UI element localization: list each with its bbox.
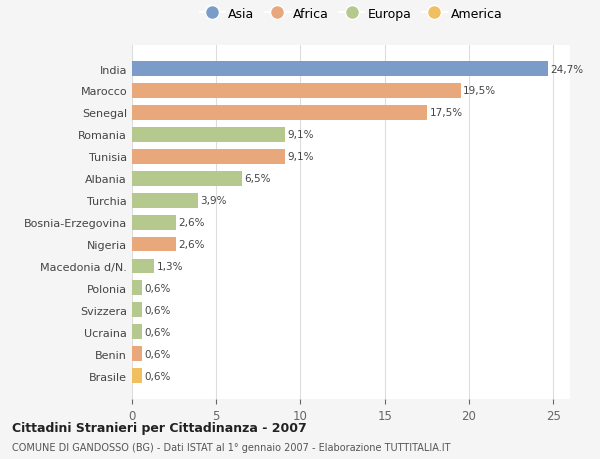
Bar [132,62,548,77]
Bar [132,259,154,274]
Bar [132,171,241,186]
Text: 9,1%: 9,1% [288,130,314,140]
Text: 3,9%: 3,9% [200,196,227,206]
Text: 9,1%: 9,1% [288,152,314,162]
Bar [132,237,176,252]
Bar [132,303,142,318]
Text: 0,6%: 0,6% [145,283,171,293]
Bar [132,215,176,230]
Text: 17,5%: 17,5% [430,108,463,118]
Bar [132,369,142,383]
Text: 1,3%: 1,3% [157,261,183,271]
Bar [132,325,142,340]
Legend: Asia, Africa, Europa, America: Asia, Africa, Europa, America [194,3,508,26]
Text: 24,7%: 24,7% [551,64,584,74]
Bar [132,347,142,361]
Text: 0,6%: 0,6% [145,371,171,381]
Text: 2,6%: 2,6% [178,218,205,228]
Bar [132,150,286,164]
Text: 0,6%: 0,6% [145,305,171,315]
Text: 0,6%: 0,6% [145,349,171,359]
Bar [132,281,142,296]
Text: 19,5%: 19,5% [463,86,496,96]
Bar [132,193,198,208]
Bar [132,128,286,142]
Bar [132,106,427,121]
Text: 2,6%: 2,6% [178,240,205,250]
Text: 0,6%: 0,6% [145,327,171,337]
Text: Cittadini Stranieri per Cittadinanza - 2007: Cittadini Stranieri per Cittadinanza - 2… [12,421,307,434]
Bar [132,84,461,99]
Text: COMUNE DI GANDOSSO (BG) - Dati ISTAT al 1° gennaio 2007 - Elaborazione TUTTITALI: COMUNE DI GANDOSSO (BG) - Dati ISTAT al … [12,442,451,452]
Text: 6,5%: 6,5% [244,174,271,184]
